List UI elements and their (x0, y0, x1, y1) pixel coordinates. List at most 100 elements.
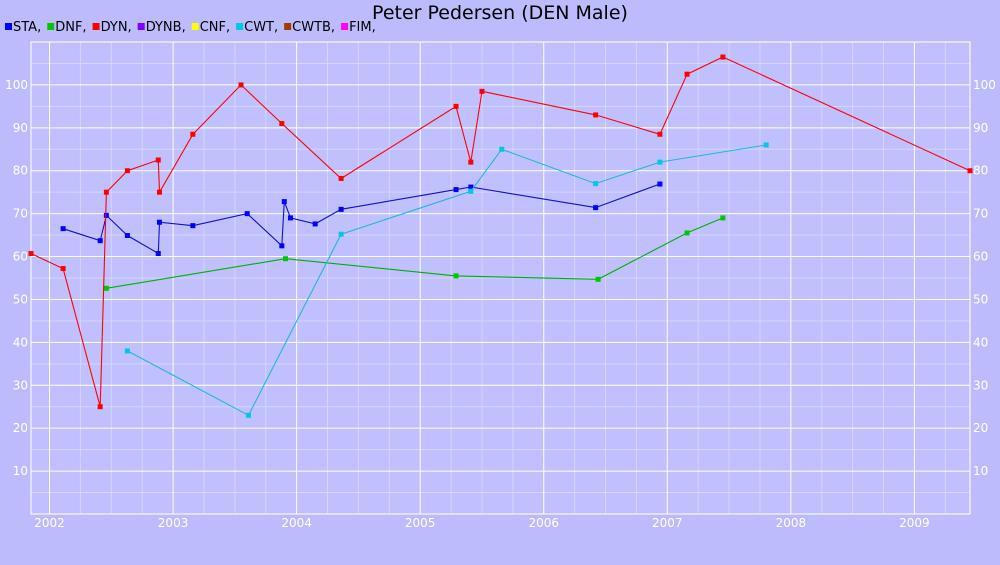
data-point-cwt (338, 231, 344, 237)
legend-swatch-0 (5, 23, 12, 30)
data-point-cwt (468, 188, 474, 194)
x-tick-label: 2004 (281, 516, 312, 530)
grid (30, 41, 971, 515)
data-point-dyn (155, 157, 161, 163)
data-point-dyn (657, 131, 663, 137)
data-point-dnf (720, 215, 726, 221)
y-tick-label-left: 50 (13, 292, 28, 306)
data-point-sta (287, 215, 293, 221)
data-point-dnf (453, 273, 459, 279)
y-tick-label-left: 40 (13, 335, 28, 349)
y-tick-label-left: 100 (5, 78, 28, 92)
data-point-dyn (338, 175, 344, 181)
data-point-dyn (103, 189, 109, 195)
data-point-cwt (763, 142, 769, 148)
y-tick-label-left: 70 (13, 207, 28, 221)
series-line-cwt (127, 144, 767, 417)
data-point-sta (312, 221, 318, 227)
x-tick-label: 2003 (158, 516, 189, 530)
legend-swatch-3 (137, 23, 145, 30)
data-point-dyn (97, 404, 103, 410)
plot-frame (30, 41, 971, 515)
y-tick-label-right: 70 (973, 207, 988, 221)
data-point-sta (156, 219, 162, 225)
data-point-dyn (190, 131, 196, 137)
data-point-sta (103, 212, 109, 218)
data-point-cwt (245, 412, 251, 418)
data-point-dnf (684, 230, 690, 236)
data-point-dyn (468, 159, 474, 165)
data-point-sta (281, 199, 287, 205)
data-point-sta (244, 211, 250, 217)
data-point-dyn (28, 251, 34, 257)
data-point-sta (97, 238, 103, 244)
data-point-sta (657, 181, 663, 187)
series-dnf (103, 215, 726, 291)
data-point-dnf (283, 256, 289, 262)
y-tick-label-right: 40 (973, 335, 988, 349)
data-point-dyn (60, 266, 66, 272)
y-tick-label-right: 20 (973, 421, 988, 435)
data-point-dnf (103, 285, 109, 291)
data-point-dyn (684, 71, 690, 77)
data-point-dyn (156, 189, 162, 195)
data-point-cwt (593, 181, 599, 187)
y-tick-label-right: 30 (973, 378, 988, 392)
data-point-sta (124, 233, 130, 239)
data-point-sta (453, 187, 459, 193)
y-tick-label-left: 30 (13, 378, 28, 392)
data-point-sta (468, 184, 474, 190)
data-point-dyn (479, 88, 485, 94)
series-sta (60, 181, 663, 257)
data-point-dyn (238, 82, 244, 88)
legend-label-5: CWT, (244, 20, 278, 35)
legend-label-0: STA, (13, 20, 41, 35)
legend-swatch-1 (47, 23, 55, 30)
y-tick-label-left: 90 (13, 121, 28, 135)
legend-swatch-7 (341, 23, 349, 30)
x-tick-label: 2005 (405, 516, 436, 530)
chart-legend: STA, DNF, DYN, DYNB, CNF, CWT, CWTB, FIM, (5, 20, 376, 35)
data-point-dnf (595, 276, 601, 282)
series-cwt (124, 142, 769, 418)
data-point-dyn (720, 54, 726, 60)
legend-label-1: DNF, (55, 20, 86, 35)
x-tick-label: 2008 (776, 516, 807, 530)
legend-label-7: FIM, (349, 20, 376, 35)
series-group (28, 54, 973, 418)
legend-label-4: CNF, (200, 20, 230, 35)
data-point-sta (279, 243, 285, 249)
data-point-dyn (453, 103, 459, 109)
y-tick-label-right: 10 (973, 464, 988, 478)
y-tick-label-left: 10 (13, 464, 28, 478)
data-point-cwt (657, 159, 663, 165)
x-tick-label: 2002 (34, 516, 65, 530)
y-tick-label-left: 60 (13, 250, 28, 264)
data-point-cwt (124, 348, 130, 354)
data-point-sta (60, 226, 66, 232)
y-tick-label-right: 90 (973, 121, 988, 135)
chart-title: Peter Pedersen (DEN Male) (372, 2, 628, 24)
data-point-dyn (967, 168, 973, 174)
legend-swatch-6 (284, 23, 292, 30)
data-point-cwt (499, 146, 505, 152)
y-tick-label-left: 20 (13, 421, 28, 435)
data-point-dyn (279, 121, 285, 127)
legend-swatch-4 (191, 23, 199, 30)
data-point-sta (190, 223, 196, 229)
data-point-dyn (593, 112, 599, 118)
y-tick-label-right: 60 (973, 250, 988, 264)
series-dyn (28, 54, 973, 410)
x-tick-label: 2009 (899, 516, 930, 530)
x-tick-label: 2007 (652, 516, 683, 530)
legend-swatch-5 (236, 23, 244, 30)
y-tick-label-right: 100 (973, 78, 996, 92)
y-tick-label-right: 50 (973, 292, 988, 306)
data-point-dyn (124, 168, 130, 174)
axis-ticks: 2002 2003 2004 2005 2006 2007 2008 2009 10 10 20 20… (5, 78, 996, 530)
x-tick-label: 2006 (528, 516, 559, 530)
y-tick-label-right: 80 (973, 164, 988, 178)
y-tick-label-left: 80 (13, 164, 28, 178)
data-point-sta (593, 205, 599, 211)
